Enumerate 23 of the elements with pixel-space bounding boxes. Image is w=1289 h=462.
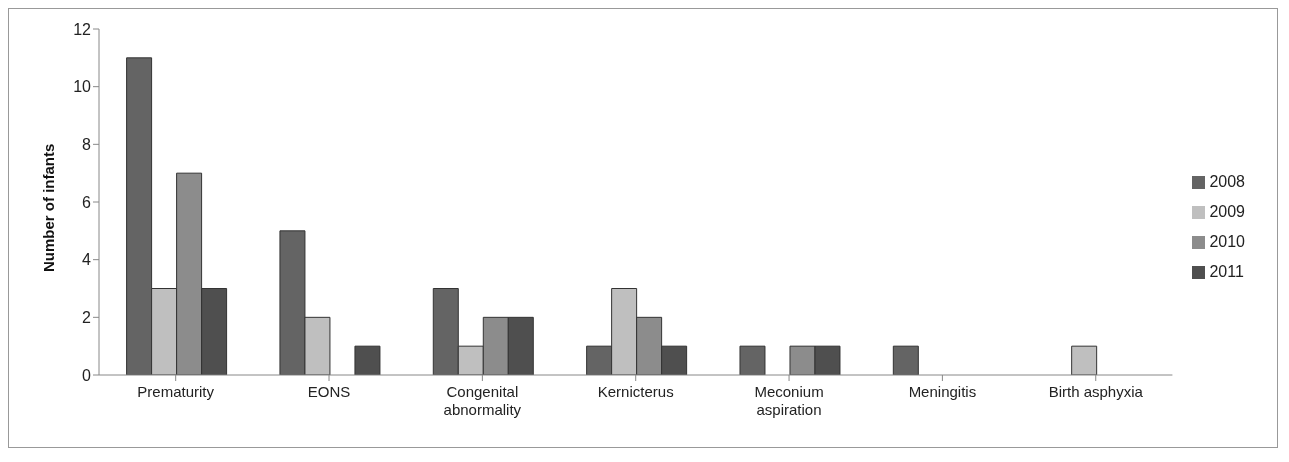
bar — [892, 345, 919, 375]
bar — [739, 345, 766, 375]
x-tick-label: EONS — [307, 383, 351, 400]
y-tick-label: 0 — [82, 366, 92, 384]
y-axis-title: Number of infants — [40, 143, 58, 272]
y-tick-label: 8 — [82, 136, 92, 154]
bar — [354, 345, 381, 375]
y-tick-label: 10 — [73, 78, 92, 96]
x-tick-label: Congenital abnormality — [443, 383, 522, 418]
x-tick-label: Kernicterus — [597, 383, 674, 400]
x-tick-label: Prematurity — [137, 383, 215, 400]
x-tick-label: Meconium aspiration — [754, 383, 824, 418]
legend-label: 2008 — [1209, 173, 1245, 190]
x-tick-label: Meningitis — [908, 383, 977, 400]
legend-label: 2011 — [1209, 263, 1244, 280]
x-tick-label: Birth asphyxia — [1048, 383, 1144, 400]
y-tick-label: 6 — [82, 193, 92, 211]
legend-label: 2009 — [1209, 203, 1245, 220]
legend-label: 2010 — [1209, 233, 1245, 250]
y-tick-label: 4 — [82, 251, 92, 269]
y-tick-label: 12 — [73, 20, 92, 38]
y-tick-label: 2 — [82, 309, 92, 327]
bar — [1071, 345, 1098, 375]
